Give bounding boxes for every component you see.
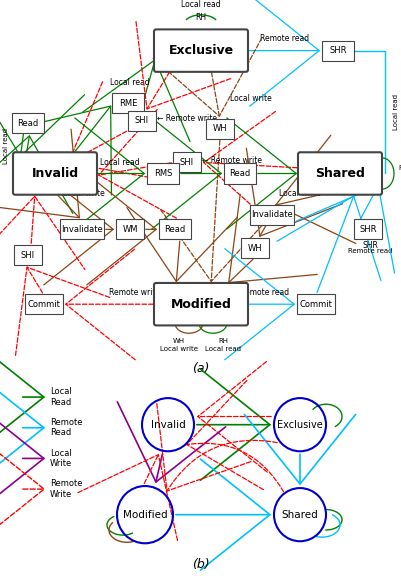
Text: Local write: Local write xyxy=(63,189,105,198)
Text: Remote
Read: Remote Read xyxy=(50,418,82,437)
FancyBboxPatch shape xyxy=(353,219,381,240)
Text: Local write: Local write xyxy=(278,189,320,198)
Text: Remote
Write: Remote Write xyxy=(50,479,82,499)
Text: RH: RH xyxy=(397,165,401,171)
Text: Local
Read: Local Read xyxy=(50,388,71,407)
Text: WH: WH xyxy=(212,124,227,133)
Text: Invalidate: Invalidate xyxy=(61,225,103,234)
Text: RMS: RMS xyxy=(154,169,172,178)
Text: Modified: Modified xyxy=(170,298,231,310)
Text: SHR: SHR xyxy=(328,46,346,55)
Text: WH: WH xyxy=(247,244,262,253)
Text: Remote read: Remote read xyxy=(260,34,309,43)
FancyBboxPatch shape xyxy=(147,164,178,184)
FancyBboxPatch shape xyxy=(116,219,144,240)
Text: Invalidate: Invalidate xyxy=(251,210,292,219)
Text: (b): (b) xyxy=(192,558,209,571)
Text: Commit: Commit xyxy=(299,300,332,309)
FancyBboxPatch shape xyxy=(321,40,353,60)
Text: SHI: SHI xyxy=(180,158,194,167)
Text: Local write: Local write xyxy=(160,346,198,351)
Text: Local read: Local read xyxy=(100,158,140,167)
Text: Invalid: Invalid xyxy=(150,420,185,430)
FancyBboxPatch shape xyxy=(297,152,381,195)
Text: Local read: Local read xyxy=(392,94,398,130)
Text: WM: WM xyxy=(122,225,138,234)
Text: Remote write: Remote write xyxy=(109,289,160,297)
Text: Read: Read xyxy=(164,225,185,234)
Text: Exclusive: Exclusive xyxy=(168,44,233,57)
Text: Shared: Shared xyxy=(314,167,364,180)
FancyBboxPatch shape xyxy=(60,219,104,240)
Text: Local read: Local read xyxy=(181,0,220,9)
Text: Read: Read xyxy=(17,119,38,128)
Text: Local write: Local write xyxy=(229,94,271,103)
FancyBboxPatch shape xyxy=(205,119,233,139)
Text: RH: RH xyxy=(217,338,227,344)
FancyBboxPatch shape xyxy=(154,29,247,72)
Text: RME: RME xyxy=(119,98,137,108)
Text: SHI: SHI xyxy=(135,116,149,126)
Text: Modified: Modified xyxy=(122,510,167,520)
FancyBboxPatch shape xyxy=(14,245,42,265)
Text: (a): (a) xyxy=(192,362,209,374)
Text: RH: RH xyxy=(195,13,206,21)
FancyBboxPatch shape xyxy=(25,294,63,314)
Text: Local read: Local read xyxy=(3,127,9,164)
FancyBboxPatch shape xyxy=(12,113,44,133)
Text: Local read: Local read xyxy=(110,78,150,88)
Text: WH: WH xyxy=(172,338,184,344)
Text: ← Remote write: ← Remote write xyxy=(157,114,217,123)
FancyBboxPatch shape xyxy=(296,294,334,314)
FancyBboxPatch shape xyxy=(154,283,247,325)
Text: Read: Read xyxy=(229,169,250,178)
Text: Commit: Commit xyxy=(28,300,60,309)
Text: SHI: SHI xyxy=(21,251,35,260)
Text: Invalid: Invalid xyxy=(31,167,78,180)
Text: SHR: SHR xyxy=(361,241,377,249)
Text: Local read: Local read xyxy=(205,346,241,351)
Text: ← Remote write: ← Remote write xyxy=(201,156,261,165)
Text: Shared: Shared xyxy=(281,510,318,520)
FancyBboxPatch shape xyxy=(241,238,268,259)
Text: Local
Write: Local Write xyxy=(50,449,72,468)
Text: Exclusive: Exclusive xyxy=(276,420,322,430)
FancyBboxPatch shape xyxy=(159,219,190,240)
FancyBboxPatch shape xyxy=(128,111,156,131)
Text: SHR: SHR xyxy=(358,225,376,234)
FancyBboxPatch shape xyxy=(112,93,144,113)
FancyBboxPatch shape xyxy=(172,152,200,172)
Text: Remote read: Remote read xyxy=(347,248,391,255)
FancyBboxPatch shape xyxy=(13,152,97,195)
Text: Remote read: Remote read xyxy=(240,289,289,297)
FancyBboxPatch shape xyxy=(223,164,255,184)
FancyBboxPatch shape xyxy=(249,205,293,225)
